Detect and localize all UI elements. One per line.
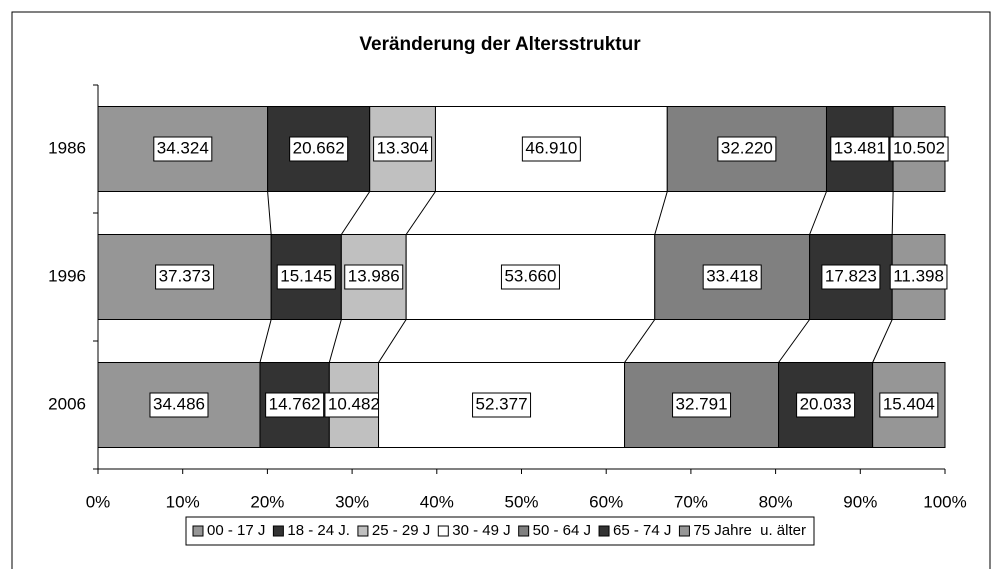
data-label-box (879, 392, 939, 418)
data-label: 17.823 (825, 266, 877, 285)
data-label-box (155, 264, 215, 290)
data-label-box (521, 136, 581, 162)
x-tick-label: 70% (674, 492, 708, 511)
data-label: 15.145 (280, 266, 332, 285)
legend-swatch (192, 525, 204, 537)
x-tick-label: 80% (759, 492, 793, 511)
data-label-box (830, 136, 890, 162)
data-label: 13.986 (348, 266, 400, 285)
data-label: 10.502 (893, 138, 945, 157)
data-label: 20.662 (293, 138, 345, 157)
data-label: 53.660 (504, 266, 556, 285)
x-tick-label: 40% (420, 492, 454, 511)
chart-title: Veränderung der Altersstruktur (359, 34, 641, 55)
data-label-box (889, 264, 948, 290)
x-tick-label: 30% (335, 492, 369, 511)
legend-swatch (437, 525, 449, 537)
series-line (778, 319, 811, 363)
series-line (654, 191, 668, 235)
data-label-box (276, 264, 336, 290)
data-label: 52.377 (476, 394, 528, 413)
data-label: 13.481 (834, 138, 886, 157)
series-line (378, 319, 407, 363)
data-label-box (796, 392, 856, 418)
data-label-box (889, 136, 949, 162)
series-line (405, 191, 436, 235)
y-tick-label: 2006 (48, 394, 86, 413)
data-label: 10.482 (328, 394, 380, 413)
data-label: 20.033 (800, 394, 852, 413)
series-line (340, 191, 371, 235)
y-tick-label: 1986 (48, 138, 86, 157)
legend-label: 65 - 74 J (613, 522, 671, 539)
y-tick-label: 1996 (48, 266, 86, 285)
legend-box (185, 516, 815, 546)
data-label-box (153, 136, 213, 162)
data-label: 32.791 (676, 394, 728, 413)
x-tick-label: 50% (504, 492, 538, 511)
legend-swatch (357, 525, 369, 537)
x-tick-label: 10% (166, 492, 200, 511)
legend-label: 18 - 24 J. (287, 522, 350, 539)
legend-swatch (678, 525, 690, 537)
x-tick-label: 20% (250, 492, 284, 511)
series-line (267, 191, 272, 235)
data-label: 15.404 (883, 394, 935, 413)
series-line (259, 319, 272, 363)
data-label: 14.762 (269, 394, 321, 413)
legend: 00 - 17 J 18 - 24 J. 25 - 29 J 30 - 49 J 50 … (185, 516, 815, 546)
x-tick-label: 100% (923, 492, 966, 511)
data-label: 13.304 (377, 138, 429, 157)
bar-segment (778, 362, 874, 448)
legend-label: 30 - 49 J (452, 522, 510, 539)
legend-swatch (518, 525, 530, 537)
data-label-box (289, 136, 349, 162)
data-label-box (265, 392, 325, 418)
data-label: 37.373 (159, 266, 211, 285)
series-line (872, 319, 893, 363)
data-label-box (672, 392, 732, 418)
series-line (624, 319, 656, 363)
data-label-box (821, 264, 881, 290)
data-label: 32.220 (721, 138, 773, 157)
data-label-box (149, 392, 209, 418)
data-label: 34.486 (153, 394, 205, 413)
legend-label: 75 Jahre u. älter (693, 522, 806, 539)
legend-label: 50 - 64 J (533, 522, 591, 539)
data-label-box (344, 264, 404, 290)
data-label-box (500, 264, 560, 290)
x-tick-label: 90% (843, 492, 877, 511)
legend-swatch (598, 525, 610, 537)
data-label: 46.910 (525, 138, 577, 157)
series-line (809, 191, 827, 235)
data-label: 11.398 (893, 266, 944, 285)
data-label-box (717, 136, 777, 162)
series-line (891, 191, 894, 235)
data-label-box (373, 136, 433, 162)
data-label-box (702, 264, 762, 290)
bar-segment (654, 234, 811, 320)
legend-label: 00 - 17 J (207, 522, 265, 539)
x-tick-label: 0% (86, 492, 111, 511)
legend-label: 25 - 29 J (372, 522, 430, 539)
data-label-box (472, 392, 532, 418)
data-label: 33.418 (706, 266, 758, 285)
data-label: 34.324 (157, 138, 209, 157)
legend-swatch (272, 525, 284, 537)
series-line (328, 319, 342, 363)
x-tick-label: 60% (589, 492, 623, 511)
data-label-box (324, 392, 384, 418)
